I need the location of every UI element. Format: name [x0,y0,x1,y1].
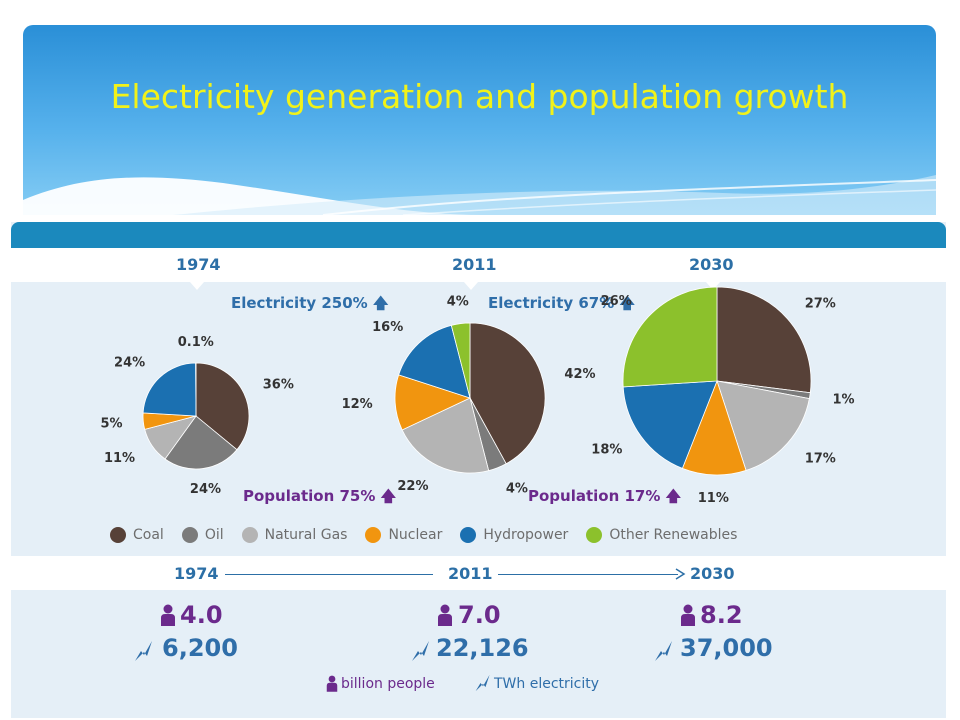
person-icon [326,675,338,692]
legend-item-natural-gas: Natural Gas [241,527,348,543]
legend-item-hydropower: Hydropower [460,527,568,543]
legend-label-hydropower: Hydropower [483,527,569,543]
pie-label-1974-other-renewables: 0.1% [178,335,214,350]
legend-swatch-nuclear [365,527,382,543]
pie-label-2030-natural-gas: 17% [805,451,836,466]
timeline-year-2011: 2011 [448,564,493,583]
legend-swatch-natural-gas [241,527,258,543]
electricity-bolt-icon [475,674,490,692]
electricity-bolt-icon [655,641,672,661]
legend-item-other-renewables: Other Renewables [586,527,737,543]
pie-slice-2030-coal [716,286,812,394]
pie-label-2011-other-renewables: 4% [447,294,469,309]
legend-label-natural-gas: Natural Gas [264,527,348,543]
chart-legend: Coal Oil Natural Gas Nuclear Hydropower … [110,523,755,547]
legend-swatch-coal [110,527,126,543]
pie-label-2011-oil: 4% [506,482,528,497]
pie-slice-2011-natural-gas [401,397,490,474]
legend-item-coal: Coal [110,527,164,543]
population-value-1974: 4.0 [180,601,223,629]
year-label-2030: 2030 [689,255,734,274]
pie-slice-2011-coal [469,322,546,465]
pie-label-2030-other-renewables: 26% [601,294,632,309]
pie-label-2030-coal: 27% [805,297,836,312]
timeline-line-1 [225,574,433,575]
year-strip [11,248,946,282]
population-growth-2: Population 17% 🡅 [528,486,681,511]
legend-label-nuclear: Nuclear [388,527,443,543]
legend-item-oil: Oil [181,527,224,543]
timeline-line-2 [498,574,678,575]
arrow-up-icon: 🡅 [372,294,389,312]
pie-slice-2011-other-renewables [450,322,471,399]
year-pointer-2030 [706,282,720,290]
population-growth-2-text: Population 17% [528,487,661,505]
pie-label-1974-coal: 36% [263,377,294,392]
legend-label-other-renewables: Other Renewables [609,527,738,543]
arrow-up-icon: 🡅 [619,294,635,312]
pie-label-2011-coal: 42% [564,367,595,382]
legend-label-oil: Oil [204,527,224,543]
electricity-growth-2: Electricity 67% 🡅 [488,293,635,318]
year-pointer-1974 [190,282,204,290]
pie-label-1974-nuclear: 5% [100,416,122,431]
arrow-up-icon: 🡅 [665,487,682,505]
population-growth-1: Population 75% 🡅 [243,486,396,511]
population-growth-1-text: Population 75% [243,487,376,505]
pie-label-2011-nuclear: 12% [342,397,373,412]
electricity-growth-1-text: Electricity 250% [231,294,368,312]
pie-label-2011-hydropower: 16% [372,320,403,335]
pie-slice-2030-other-renewables [622,286,718,388]
year-label-1974: 1974 [176,255,221,274]
pie-slice-2030-hydropower [622,380,718,469]
electricity-value-1974: 6,200 [162,634,238,662]
electricity-value-2011: 22,126 [436,634,529,662]
legend-swatch-other-renewables [586,527,603,543]
pie-label-2011-natural-gas: 22% [397,479,428,494]
pie-label-2030-oil: 1% [832,392,854,407]
electricity-growth-2-text: Electricity 67% [488,294,615,312]
legend-label-coal: Coal [133,527,164,543]
pie-slice-1974-oil [164,415,238,470]
infographic-top-bar [11,222,946,248]
pie-label-1974-hydropower: 24% [114,355,145,370]
timeline-year-1974: 1974 [174,564,219,583]
pie-label-2030-nuclear: 11% [698,491,729,506]
pie-slice-1974-hydropower [142,362,197,417]
slide-title: Electricity generation and population gr… [110,77,849,116]
electricity-bolt-icon [135,641,152,661]
header-wave-decoration [23,175,936,215]
pie-slice-1974-coal [195,362,250,451]
person-icon [161,604,175,626]
year-label-2011: 2011 [452,255,497,274]
legend-swatch-hydropower [460,527,477,543]
pie-slice-2030-natural-gas [716,380,810,471]
slide-header: Electricity generation and population gr… [23,25,936,215]
legend-item-nuclear: Nuclear [365,527,442,543]
year-pointer-2011 [464,282,478,290]
electricity-bolt-icon [412,641,429,661]
electricity-growth-1: Electricity 250% 🡅 [231,293,388,318]
pie-label-1974-natural-gas: 11% [104,451,135,466]
pie-label-2030-hydropower: 18% [591,443,622,458]
pie-slice-2030-nuclear [681,379,747,476]
person-icon [681,604,695,626]
unit-label-electricity: TWh electricity [494,676,600,692]
legend-swatch-oil [181,527,198,543]
timeline-strip [11,556,946,590]
person-icon [438,604,452,626]
timeline-year-2030: 2030 [690,564,735,583]
population-value-2030: 8.2 [700,601,743,629]
arrow-up-icon: 🡅 [380,487,397,505]
electricity-value-2030: 37,000 [680,634,773,662]
pie-label-1974-oil: 24% [190,482,221,497]
population-value-2011: 7.0 [458,601,501,629]
unit-label-people: billion people [341,676,435,692]
pie-slice-2011-hydropower [398,324,471,399]
timeline-arrowhead-icon [675,568,686,580]
